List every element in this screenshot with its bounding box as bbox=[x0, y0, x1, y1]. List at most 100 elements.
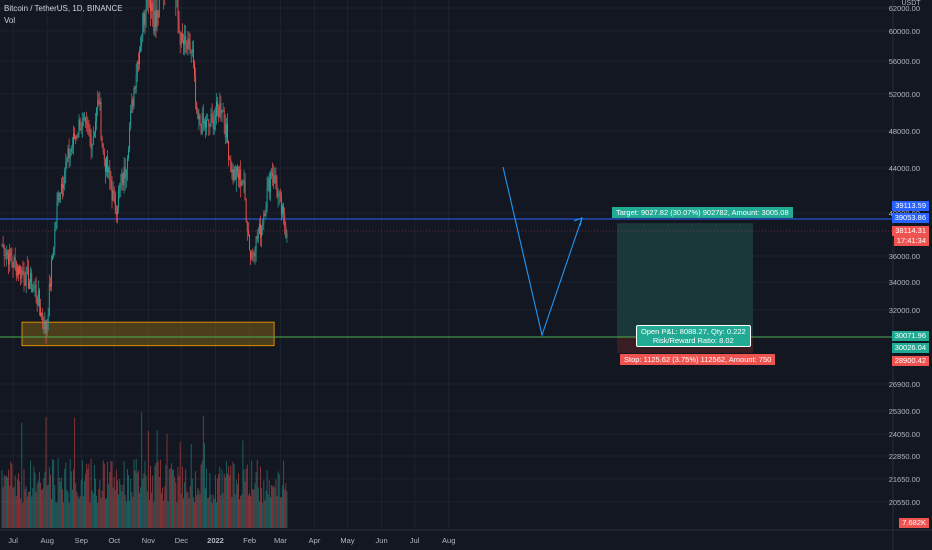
candle-body bbox=[102, 143, 104, 153]
volume-bar bbox=[152, 475, 154, 528]
volume-bar bbox=[240, 495, 242, 528]
volume-bar bbox=[10, 461, 12, 528]
candle-body bbox=[88, 128, 90, 133]
candle-body bbox=[112, 190, 114, 201]
volume-bar bbox=[99, 479, 101, 528]
candle-body bbox=[243, 181, 245, 182]
candle-body bbox=[228, 141, 230, 160]
candle-body bbox=[84, 118, 85, 119]
candle-body bbox=[30, 272, 32, 283]
candle-body bbox=[276, 185, 278, 197]
candle-body bbox=[107, 156, 109, 173]
candle-body bbox=[45, 320, 47, 334]
volume-bar bbox=[222, 493, 224, 528]
volume-bar bbox=[196, 494, 198, 528]
candle-body bbox=[240, 169, 242, 186]
volume-bar bbox=[7, 477, 8, 528]
volume-bar bbox=[88, 463, 90, 528]
volume-bar bbox=[12, 487, 14, 528]
volume-bar bbox=[95, 478, 96, 528]
volume-bar bbox=[233, 464, 235, 528]
candle-body bbox=[115, 212, 117, 215]
candle-body bbox=[80, 128, 82, 131]
volume-bar bbox=[77, 495, 79, 528]
volume-bar bbox=[273, 485, 275, 528]
volume-bar bbox=[213, 498, 215, 528]
stop-label[interactable]: Stop: 1125.62 (3.75%) 112562, Amount: 75… bbox=[620, 354, 776, 365]
candle-body bbox=[234, 168, 236, 181]
candle-body bbox=[5, 252, 7, 256]
price-tick-label: 34000.00 bbox=[889, 278, 920, 287]
price-tick-label: 62000.00 bbox=[889, 4, 920, 13]
candle-body bbox=[75, 136, 77, 140]
pnl-label[interactable]: Open P&L: 8088.27, Qty: 0.222 Risk/Rewar… bbox=[636, 325, 751, 347]
volume-bar bbox=[32, 488, 34, 528]
candle-body bbox=[125, 169, 127, 179]
volume-bar bbox=[173, 469, 175, 528]
candle-body bbox=[55, 222, 57, 230]
volume-bar bbox=[22, 502, 24, 528]
candle-body bbox=[277, 193, 279, 197]
candle-body bbox=[260, 223, 261, 238]
candle-body bbox=[106, 156, 107, 172]
target-label[interactable]: Target: 9027.82 (30.07%) 902782, Amount:… bbox=[612, 207, 793, 218]
candle-body bbox=[136, 61, 138, 75]
volume-bar bbox=[147, 430, 149, 528]
entry-price-box: 30026.04 bbox=[891, 343, 929, 353]
candle-body bbox=[137, 61, 139, 64]
candle-body bbox=[235, 166, 237, 181]
volume-bar bbox=[261, 488, 263, 528]
candle-body bbox=[44, 320, 46, 330]
candle-body bbox=[56, 202, 58, 223]
candle-body bbox=[4, 255, 6, 257]
candle-body bbox=[253, 253, 255, 257]
volume-bar bbox=[253, 489, 255, 528]
volume-bar bbox=[101, 490, 103, 528]
candle-body bbox=[54, 229, 56, 249]
volume-bar bbox=[229, 475, 231, 528]
candle-body bbox=[85, 118, 87, 121]
volume-bar bbox=[169, 468, 171, 528]
volume-bar bbox=[183, 498, 184, 528]
candle-body bbox=[257, 234, 259, 239]
volume-bar bbox=[114, 489, 116, 528]
volume-bar bbox=[132, 496, 134, 528]
volume-bar bbox=[3, 475, 5, 528]
volume-bar bbox=[155, 462, 157, 528]
volume-bar bbox=[41, 490, 43, 528]
candle-body bbox=[48, 283, 50, 316]
volume-bar bbox=[153, 502, 155, 528]
volume-bar bbox=[113, 477, 115, 528]
candle-body bbox=[199, 115, 201, 125]
volume-bar bbox=[234, 494, 236, 528]
volume-bar bbox=[217, 478, 219, 528]
candle-body bbox=[279, 192, 281, 198]
volume-bar bbox=[36, 483, 38, 528]
volume-bar bbox=[221, 469, 223, 528]
candle-body bbox=[231, 169, 233, 173]
candle-body bbox=[216, 101, 217, 116]
volume-bar bbox=[165, 465, 167, 528]
volume-bar bbox=[145, 475, 147, 528]
volume-bar bbox=[54, 485, 56, 528]
candle-body bbox=[155, 10, 157, 27]
candle-body bbox=[13, 257, 15, 268]
candle-body bbox=[184, 36, 186, 45]
volume-bar bbox=[65, 462, 67, 528]
volume-bar bbox=[277, 471, 279, 528]
volume-bar bbox=[120, 484, 122, 528]
volume-bar bbox=[144, 460, 146, 528]
candle-body bbox=[187, 38, 189, 49]
volume-bar bbox=[156, 430, 158, 528]
volume-bar bbox=[146, 491, 148, 528]
candle-body bbox=[23, 273, 25, 282]
volume-tick-label: 26900.00 bbox=[889, 380, 920, 389]
volume-bar bbox=[69, 458, 71, 528]
candle-body bbox=[24, 281, 26, 286]
candle-body bbox=[58, 192, 60, 201]
time-tick-label: Oct bbox=[108, 536, 121, 545]
volume-bar bbox=[269, 497, 271, 528]
candle-body bbox=[268, 178, 270, 192]
candle-body bbox=[9, 249, 11, 265]
